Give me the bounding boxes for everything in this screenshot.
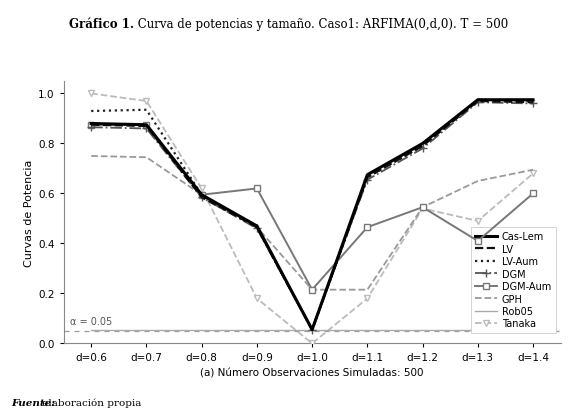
LV-Aum — [309, 327, 316, 332]
Cas-Lem — [475, 98, 481, 103]
Line: GPH: GPH — [91, 157, 533, 290]
DGM-Aum — [419, 205, 426, 210]
Cas-Lem — [143, 123, 150, 128]
Tanaka — [309, 341, 316, 346]
Rob05 — [419, 327, 426, 332]
DGM — [88, 126, 95, 130]
LV — [198, 195, 205, 200]
Line: LV-Aum: LV-Aum — [91, 101, 533, 330]
LV-Aum — [143, 108, 150, 113]
GPH — [198, 193, 205, 198]
Rob05 — [88, 327, 95, 332]
LV — [143, 124, 150, 129]
Cas-Lem — [198, 193, 205, 198]
GPH — [309, 288, 316, 292]
Line: DGM-Aum: DGM-Aum — [88, 123, 536, 293]
LV — [475, 99, 481, 104]
DGM — [475, 101, 481, 106]
GPH — [419, 205, 426, 210]
GPH — [143, 155, 150, 160]
LV-Aum — [419, 144, 426, 149]
GPH — [88, 154, 95, 159]
Tanaka — [419, 207, 426, 211]
LV-Aum — [88, 109, 95, 114]
LV — [253, 225, 260, 230]
Tanaka — [143, 99, 150, 104]
Cas-Lem — [364, 173, 371, 178]
DGM — [143, 127, 150, 132]
Rob05 — [198, 327, 205, 332]
Line: DGM: DGM — [87, 99, 537, 334]
Text: Curva de potencias y tamaño. Caso1: ARFIMA(0,d,0). T = 500: Curva de potencias y tamaño. Caso1: ARFI… — [134, 18, 509, 31]
Tanaka — [198, 187, 205, 191]
Tanaka — [364, 296, 371, 301]
GPH — [529, 168, 536, 173]
Text: Gráfico 1.: Gráfico 1. — [69, 18, 134, 31]
GPH — [475, 179, 481, 184]
GPH — [364, 288, 371, 292]
DGM — [253, 227, 260, 231]
DGM-Aum — [309, 288, 316, 292]
Rob05 — [475, 327, 481, 332]
Cas-Lem — [419, 142, 426, 146]
Text: Fuente:: Fuente: — [12, 398, 55, 407]
LV — [529, 101, 536, 106]
DGM-Aum — [253, 187, 260, 191]
LV — [364, 175, 371, 180]
LV-Aum — [364, 175, 371, 180]
LV — [419, 144, 426, 149]
X-axis label: (a) Número Observaciones Simuladas: 500: (a) Número Observaciones Simuladas: 500 — [201, 368, 424, 378]
LV-Aum — [475, 98, 481, 103]
Text: α = 0.05: α = 0.05 — [70, 317, 113, 327]
DGM-Aum — [475, 239, 481, 244]
LV-Aum — [253, 225, 260, 230]
DGM — [419, 147, 426, 152]
LV-Aum — [198, 193, 205, 198]
Rob05 — [309, 327, 316, 332]
Cas-Lem — [253, 224, 260, 229]
Legend: Cas-Lem, LV, LV-Aum, DGM, DGM-Aum, GPH, Rob05, Tanaka: Cas-Lem, LV, LV-Aum, DGM, DGM-Aum, GPH, … — [470, 227, 556, 333]
Tanaka — [253, 296, 260, 301]
Rob05 — [364, 327, 371, 332]
Tanaka — [475, 219, 481, 224]
Cas-Lem — [529, 98, 536, 103]
LV-Aum — [529, 99, 536, 104]
Cas-Lem — [309, 327, 316, 332]
DGM — [529, 102, 536, 107]
LV — [309, 327, 316, 332]
DGM-Aum — [529, 191, 536, 196]
Line: Tanaka: Tanaka — [88, 91, 536, 347]
Line: Cas-Lem: Cas-Lem — [91, 101, 533, 330]
DGM — [198, 195, 205, 200]
Text: elaboración propia: elaboración propia — [39, 398, 142, 407]
DGM-Aum — [198, 193, 205, 198]
Rob05 — [143, 327, 150, 332]
Cas-Lem — [88, 122, 95, 127]
Text: Gráfico 1. Curva de potencias y tamaño. Caso1: ARFIMA(0,d,0). T = 500: Gráfico 1. Curva de potencias y tamaño. … — [73, 18, 505, 32]
Rob05 — [529, 327, 536, 332]
Line: LV: LV — [91, 102, 533, 330]
GPH — [253, 225, 260, 230]
Tanaka — [88, 92, 95, 97]
DGM-Aum — [88, 123, 95, 128]
Y-axis label: Curvas de Potencia: Curvas de Potencia — [24, 159, 34, 266]
DGM — [364, 178, 371, 183]
DGM — [309, 327, 316, 332]
LV — [88, 123, 95, 128]
DGM-Aum — [143, 123, 150, 128]
DGM-Aum — [364, 225, 371, 230]
Tanaka — [529, 172, 536, 177]
Rob05 — [253, 327, 260, 332]
